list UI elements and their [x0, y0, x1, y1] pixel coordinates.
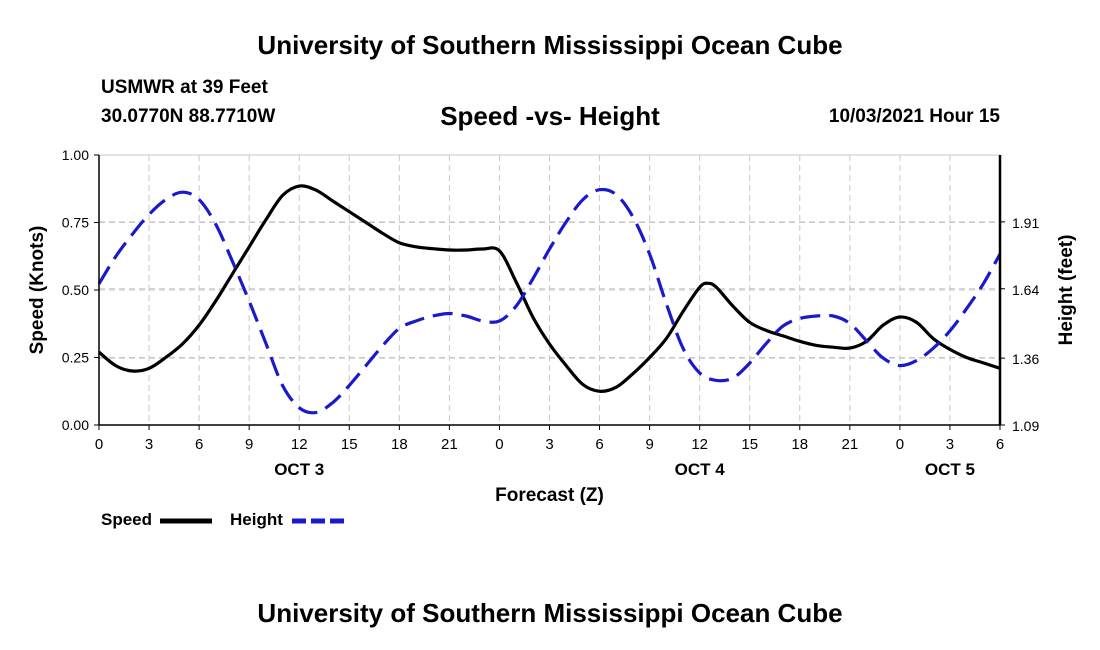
grid — [99, 155, 1000, 425]
y-tick-label: 0.75 — [62, 215, 89, 231]
x-tick-label: 0 — [495, 436, 503, 453]
x-tick-label: 3 — [946, 436, 954, 453]
legend: Speed Height — [101, 510, 344, 529]
x-tick-label: 6 — [595, 436, 603, 453]
legend-label-speed: Speed — [101, 510, 152, 529]
x-tick-label: 21 — [841, 436, 858, 453]
x-tick-label: 9 — [245, 436, 253, 453]
y-tick-label: 0.25 — [62, 350, 89, 366]
y-tick-label: 1.00 — [62, 147, 89, 163]
x-tick-label: 15 — [341, 436, 358, 453]
date-label: OCT 3 — [274, 460, 324, 479]
x-tick-label: 0 — [896, 436, 904, 453]
date-label: OCT 5 — [925, 460, 975, 479]
y-tick-label: 0.50 — [62, 282, 89, 298]
x-tick-label: 21 — [441, 436, 458, 453]
x-tick-label: 3 — [545, 436, 553, 453]
coordinates-label: 30.0770N 88.7710W — [101, 106, 276, 127]
x-axis-title: Forecast (Z) — [495, 485, 604, 506]
date-label: OCT 4 — [675, 460, 726, 479]
x-tick-label: 9 — [645, 436, 653, 453]
x-tick-label: 18 — [791, 436, 808, 453]
series-line-height — [97, 187, 1002, 415]
axis-labels: 0 3 6 9 12 15 18 21 0 3 6 9 12 15 18 21 0 3 6 0.00 0.25 0.50 0… — [27, 147, 1077, 506]
series-layer — [97, 184, 1002, 415]
series-line-speed — [97, 184, 1001, 393]
page-title: University of Southern Mississippi Ocean… — [257, 30, 843, 60]
station-label: USMWR at 39 Feet — [101, 77, 268, 98]
footer-title: University of Southern Mississippi Ocean… — [257, 598, 843, 628]
x-tick-label: 3 — [145, 436, 153, 453]
y-tick-label: 0.00 — [62, 417, 89, 433]
y2-axis-title: Height (feet) — [1056, 235, 1077, 346]
x-tick-label: 12 — [291, 436, 308, 453]
forecast-datetime: 10/03/2021 Hour 15 — [828, 106, 1000, 127]
x-tick-label: 18 — [391, 436, 408, 453]
x-tick-label: 12 — [691, 436, 708, 453]
y2-tick-label: 1.36 — [1012, 351, 1039, 367]
y2-tick-label: 1.09 — [1012, 418, 1039, 434]
x-tick-label: 0 — [95, 436, 103, 453]
x-tick-label: 15 — [741, 436, 758, 453]
y2-tick-label: 1.91 — [1012, 215, 1039, 231]
axes — [94, 154, 1005, 430]
x-tick-label: 6 — [996, 436, 1004, 453]
legend-label-height: Height — [230, 510, 283, 529]
y2-tick-label: 1.64 — [1012, 282, 1039, 298]
x-tick-label: 6 — [195, 436, 203, 453]
y-axis-title: Speed (Knots) — [27, 226, 48, 355]
chart-title: Speed -vs- Height — [440, 101, 660, 131]
